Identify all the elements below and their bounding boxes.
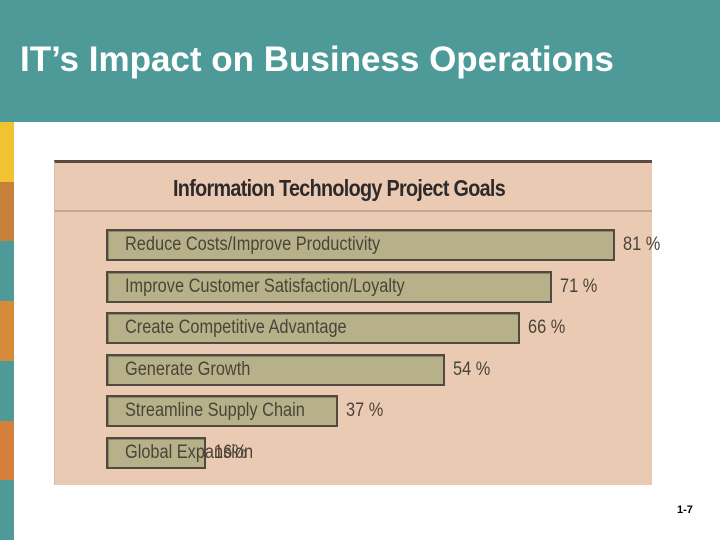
bar [106,270,552,303]
bar [106,312,521,344]
bar-category-label: Create Competitive Advantage [125,317,347,338]
bar [106,395,339,427]
side-strip-block [0,122,14,182]
bar [106,229,615,261]
bar-value-label: 54 % [453,358,491,380]
bar-value-label: 81 % [622,234,660,255]
bar-category-label: Improve Customer Satisfaction/Loyalty [125,275,405,297]
side-strip-block [0,480,14,540]
bar-value-label: 66 % [528,317,566,338]
bar-category-label: Reduce Costs/Improve Productivity [125,234,381,255]
chart-title: Information Technology Project Goals [173,175,506,201]
side-strip-block [0,360,14,421]
bar-category-label: Global Expansion [125,441,254,463]
bar-value-label: 37 % [346,400,384,421]
chart-figure: Information Technology Project Goals Red… [54,160,660,485]
slide-number: 1-7 [677,504,693,516]
side-strip-block [0,301,14,362]
bar-value-label: 71 % [559,275,598,297]
bar-category-label: Streamline Supply Chain [125,400,305,421]
side-color-strip [0,122,14,540]
side-strip-block [0,420,14,481]
side-strip-block [0,241,14,302]
slide-title: IT’s Impact on Business Operations [20,40,614,79]
slide-header: IT’s Impact on Business Operations [0,0,720,122]
bar [106,436,207,469]
bar [106,353,446,386]
bar-value-label: 16% [214,441,248,463]
chart-title-band: Information Technology Project Goals [55,163,652,212]
side-strip-block [0,181,14,242]
bar-category-label: Generate Growth [125,358,251,380]
